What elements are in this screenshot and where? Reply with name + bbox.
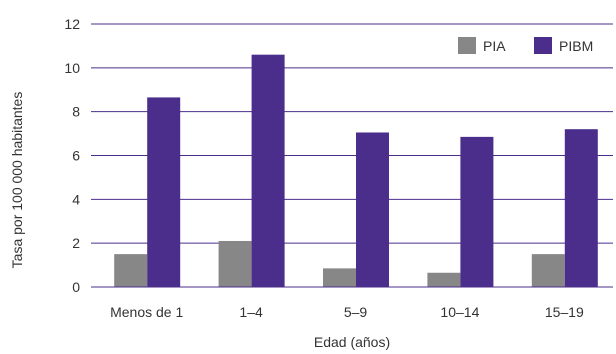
x-tick-label: Menos de 1: [110, 304, 183, 320]
x-tick-label: 1–4: [239, 304, 263, 320]
y-tick-label: 2: [72, 235, 80, 251]
y-tick-label: 6: [72, 148, 80, 164]
y-tick-label: 10: [64, 60, 80, 76]
x-tick-label: 5–9: [344, 304, 368, 320]
x-axis-label: Edad (años): [314, 334, 390, 350]
bar-pia-0: [114, 254, 148, 287]
x-tick-label: 15–19: [545, 304, 584, 320]
y-axis-label: Tasa por 100 000 habitantes: [9, 92, 25, 269]
bar-pia-1: [218, 240, 252, 287]
y-tick-label: 0: [72, 279, 80, 295]
legend-label-pibm: PIBM: [559, 38, 593, 54]
bar-pia-2: [323, 268, 356, 287]
y-tick-label: 8: [72, 104, 80, 120]
y-tick-label: 4: [72, 191, 80, 207]
y-tick-label: 12: [64, 16, 80, 32]
bar-pia-3: [427, 272, 461, 287]
bar-pibm-1: [251, 54, 285, 287]
bar-pibm-4: [564, 129, 598, 287]
y-axis-ticks: 0 2 4 6 8 10 12: [64, 16, 80, 295]
bar-pibm-0: [147, 97, 181, 287]
legend-swatch-pibm: [534, 37, 552, 54]
legend: PIA PIBM: [458, 37, 593, 54]
x-tick-label: 10–14: [440, 304, 479, 320]
x-axis-ticks: Menos de 1 1–4 5–9 10–14 15–19: [110, 304, 584, 320]
bar-pibm-2: [356, 132, 389, 287]
legend-swatch-pia: [458, 37, 476, 54]
bar-pia-4: [531, 254, 565, 287]
legend-label-pia: PIA: [483, 38, 506, 54]
bars: [114, 54, 598, 287]
bar-pibm-3: [460, 136, 494, 287]
